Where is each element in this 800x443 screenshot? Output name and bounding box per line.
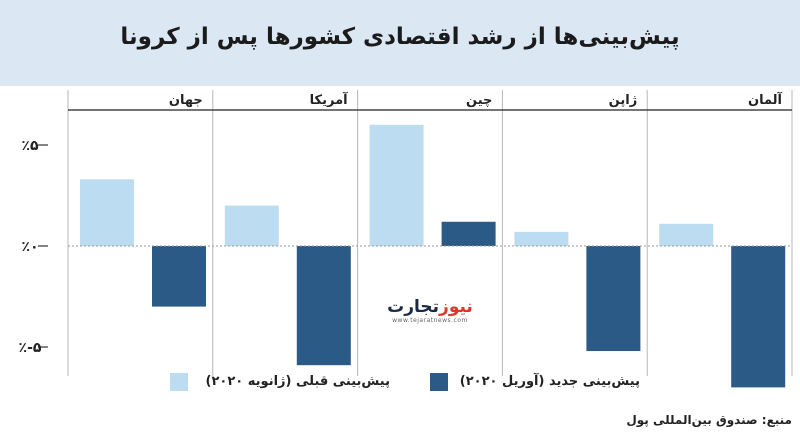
bar-new — [731, 246, 786, 388]
y-tick-label: ٪-۵ — [19, 340, 42, 356]
bar-new — [152, 246, 206, 307]
legend-item-new: پیش‌بینی جدید (آوریل ۲۰۲۰) — [430, 373, 640, 391]
watermark-prefix: تجارت — [387, 297, 440, 317]
y-tick-label: ٪۰ — [21, 239, 38, 255]
watermark-logo: نیوزتجارت www.tejaratnews.com — [378, 297, 482, 324]
title-band — [0, 0, 800, 86]
bar-previous — [659, 223, 714, 246]
bar-new — [296, 246, 351, 366]
category-label: آمریکا — [310, 91, 348, 108]
category-label: چین — [466, 93, 492, 108]
watermark-accent: نیوز — [439, 297, 473, 317]
legend-label-previous: پیش‌بینی قبلی (ژانویه ۲۰۲۰) — [205, 374, 390, 389]
category-label: جهان — [169, 93, 203, 108]
legend-swatch-previous — [170, 373, 188, 391]
source-note: منبع: صندوق بین‌المللی پول — [626, 413, 792, 427]
y-tick-label: ٪۵ — [21, 138, 39, 154]
legend-item-previous: پیش‌بینی قبلی (ژانویه ۲۰۲۰) — [170, 373, 390, 391]
bar-previous — [514, 231, 569, 246]
bar-previous — [224, 205, 279, 246]
category-label: ژاپن — [609, 93, 638, 108]
chart-plot: جهان آمریکا چین ژاپن آلمان ٪۵ ٪۰ ٪-۵ — [19, 90, 793, 388]
legend-swatch-new — [430, 373, 448, 391]
category-label: آلمان — [748, 91, 783, 108]
bar-previous — [80, 179, 134, 246]
legend-label-new: پیش‌بینی جدید (آوریل ۲۰۲۰) — [459, 374, 640, 389]
chart-title: پیش‌بینی‌ها از رشد اقتصادی کشورها پس از … — [120, 24, 680, 50]
watermark-url: www.tejaratnews.com — [392, 317, 468, 324]
bar-new — [441, 221, 496, 246]
bar-previous — [369, 124, 424, 246]
bar-new — [586, 246, 641, 352]
